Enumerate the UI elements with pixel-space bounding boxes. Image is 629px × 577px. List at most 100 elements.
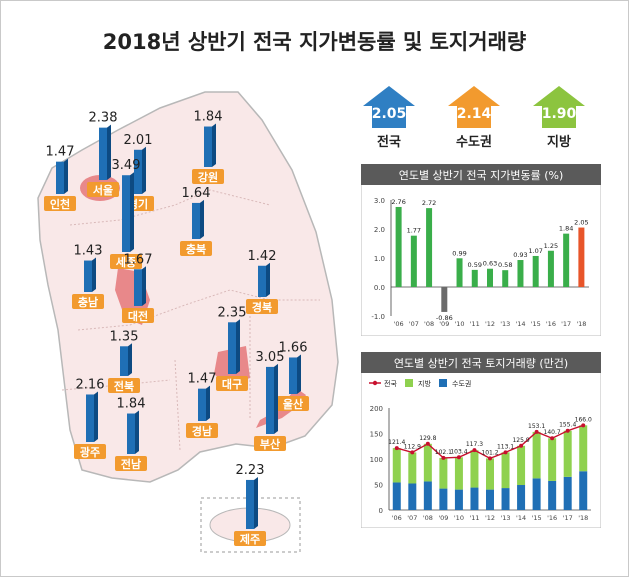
region-label-bg-1: [44, 196, 76, 211]
chart1-xtick-2: '08: [424, 320, 434, 328]
chart2-bar-regional-2: [423, 443, 432, 482]
region-bar-2: [134, 149, 142, 194]
region-label-4: 세종: [116, 255, 136, 269]
chart1-bar-12: [578, 227, 585, 287]
region-value-5: 1.64: [182, 186, 211, 201]
chart1-header: [361, 164, 601, 185]
chart1-bar-9: [532, 255, 539, 287]
chart2-bar-regional-12: [579, 425, 588, 472]
region-label-bg-8: [246, 299, 278, 314]
chart2-total-point-10: [550, 436, 555, 441]
chart1-data-label-7: 0.58: [498, 261, 512, 269]
region-label-bg-12: [74, 444, 106, 459]
chart1-ytick-4: -1.0: [371, 313, 385, 321]
region-label-bg-15: [254, 436, 286, 451]
chart1-data-label-1: 1.77: [407, 227, 421, 235]
region-value-0: 2.38: [89, 111, 118, 126]
region-label-bg-16: [234, 531, 266, 546]
chart1-xtick-4: '10: [455, 320, 465, 328]
chart1-xtick-0: '06: [394, 320, 404, 328]
chart2-legend-label-2: 수도권: [452, 380, 471, 388]
chart2-xtick-5: '11: [469, 514, 479, 522]
chart1-title: 연도별 상반기 전국 지가변동률 (%): [399, 169, 564, 182]
region-bar-side-4: [130, 172, 134, 252]
chart2-frame: [361, 352, 601, 528]
chart2-xtick-12: '18: [578, 514, 588, 522]
region-label-15: 부산: [260, 437, 280, 451]
chart2-total-label-5: 117.3: [466, 441, 483, 448]
region-label-6: 충남: [78, 295, 98, 309]
region-label-bg-3: [192, 169, 224, 184]
chart2-bar-capital-2: [423, 481, 432, 510]
region-label-16: 제주: [240, 532, 260, 546]
region-label-bg-10: [216, 376, 248, 391]
chart2-bar-capital-11: [563, 476, 572, 510]
chart2-total-point-1: [410, 450, 415, 455]
chart2-ytick-3: 50: [374, 482, 383, 490]
region-value-2: 2.01: [124, 133, 153, 148]
chart2-xtick-7: '13: [501, 514, 511, 522]
chart2-bar-capital-1: [408, 483, 417, 510]
chart1-xtick-9: '15: [531, 320, 541, 328]
chart2-header: [361, 352, 601, 373]
region-label-1: 인천: [50, 197, 70, 211]
page-title: 2018년 상반기 전국 지가변동률 및 토지거래량: [102, 30, 527, 54]
chart2-legend-label-0: 전국: [384, 379, 397, 388]
chart2-total-label-0: 121.4: [388, 439, 405, 446]
chart2-bar-capital-7: [501, 488, 510, 510]
summary-label-2: 지방: [547, 134, 571, 150]
chart2-bar-regional-3: [439, 457, 448, 489]
land-price-chart: 연도별 상반기 전국 지가변동률 (%) 3.0 2.0 1.0 0.0 -1.0 2.7…: [361, 164, 601, 336]
chart1-data-label-12: 2.05: [574, 219, 588, 227]
chart2-legend-swatch-1: [405, 379, 413, 387]
chart1-xtick-12: '18: [576, 320, 586, 328]
chart1-data-label-3: -0.86: [436, 314, 453, 322]
region-bar-11: [289, 357, 297, 394]
chart2-bar-capital-3: [439, 488, 448, 510]
summary-value-0: 2.05: [372, 106, 407, 122]
region-label-bg-14: [186, 423, 218, 438]
chart2-total-point-6: [488, 456, 492, 461]
chart2-xtick-9: '15: [532, 514, 542, 522]
region-label-12: 광주: [80, 446, 100, 459]
chart2-bar-capital-0: [392, 482, 401, 510]
region-bar-side-12: [94, 391, 98, 442]
region-bar-side-0: [107, 124, 111, 180]
region-bar-0: [99, 127, 107, 180]
chart2-bar-capital-9: [532, 478, 541, 510]
region-label-13: 전남: [121, 457, 141, 471]
chart2-total-point-2: [425, 441, 430, 446]
chart2-bar-regional-8: [517, 445, 526, 486]
region-bar-16: [246, 479, 254, 529]
region-label-7: 대전: [128, 309, 148, 323]
chart2-ytick-4: 0: [379, 507, 383, 515]
chart2-xtick-2: '08: [423, 514, 433, 522]
region-bar-10: [228, 322, 236, 374]
chart2-bar-regional-11: [563, 430, 572, 477]
chart2-total-label-2: 129.8: [419, 435, 436, 442]
summary-arrow-0: [363, 86, 415, 128]
region-label-11: 울산: [283, 397, 303, 411]
summary-label-0: 전국: [377, 134, 401, 150]
region-value-7: 1.67: [124, 252, 153, 267]
chart2-legend-marker: [372, 380, 378, 386]
chart2-bar-regional-9: [532, 431, 541, 479]
region-label-bg-0: [87, 182, 119, 197]
region-label-8: 경북: [252, 300, 272, 314]
chart2-xtick-6: '12: [485, 514, 495, 522]
chart1-data-label-10: 1.25: [544, 242, 558, 250]
region-label-bg-11: [277, 396, 309, 411]
region-label-0: 서울: [93, 183, 113, 197]
region-value-14: 1.47: [188, 372, 217, 387]
chart2-ytick-2: 100: [370, 456, 383, 464]
region-bar-13: [127, 413, 135, 454]
region-label-3: 강원: [198, 170, 218, 184]
chart1-data-label-5: 0.59: [468, 261, 482, 269]
chart2-total-point-12: [581, 423, 586, 428]
chart1-data-label-6: 0.63: [483, 260, 497, 268]
chart1-data-label-8: 0.93: [513, 251, 527, 259]
chart2-bar-regional-6: [486, 458, 494, 490]
chart1-data-label-11: 1.84: [559, 225, 573, 233]
region-bar-8: [258, 265, 266, 297]
chart2-bar-capital-10: [548, 480, 557, 510]
